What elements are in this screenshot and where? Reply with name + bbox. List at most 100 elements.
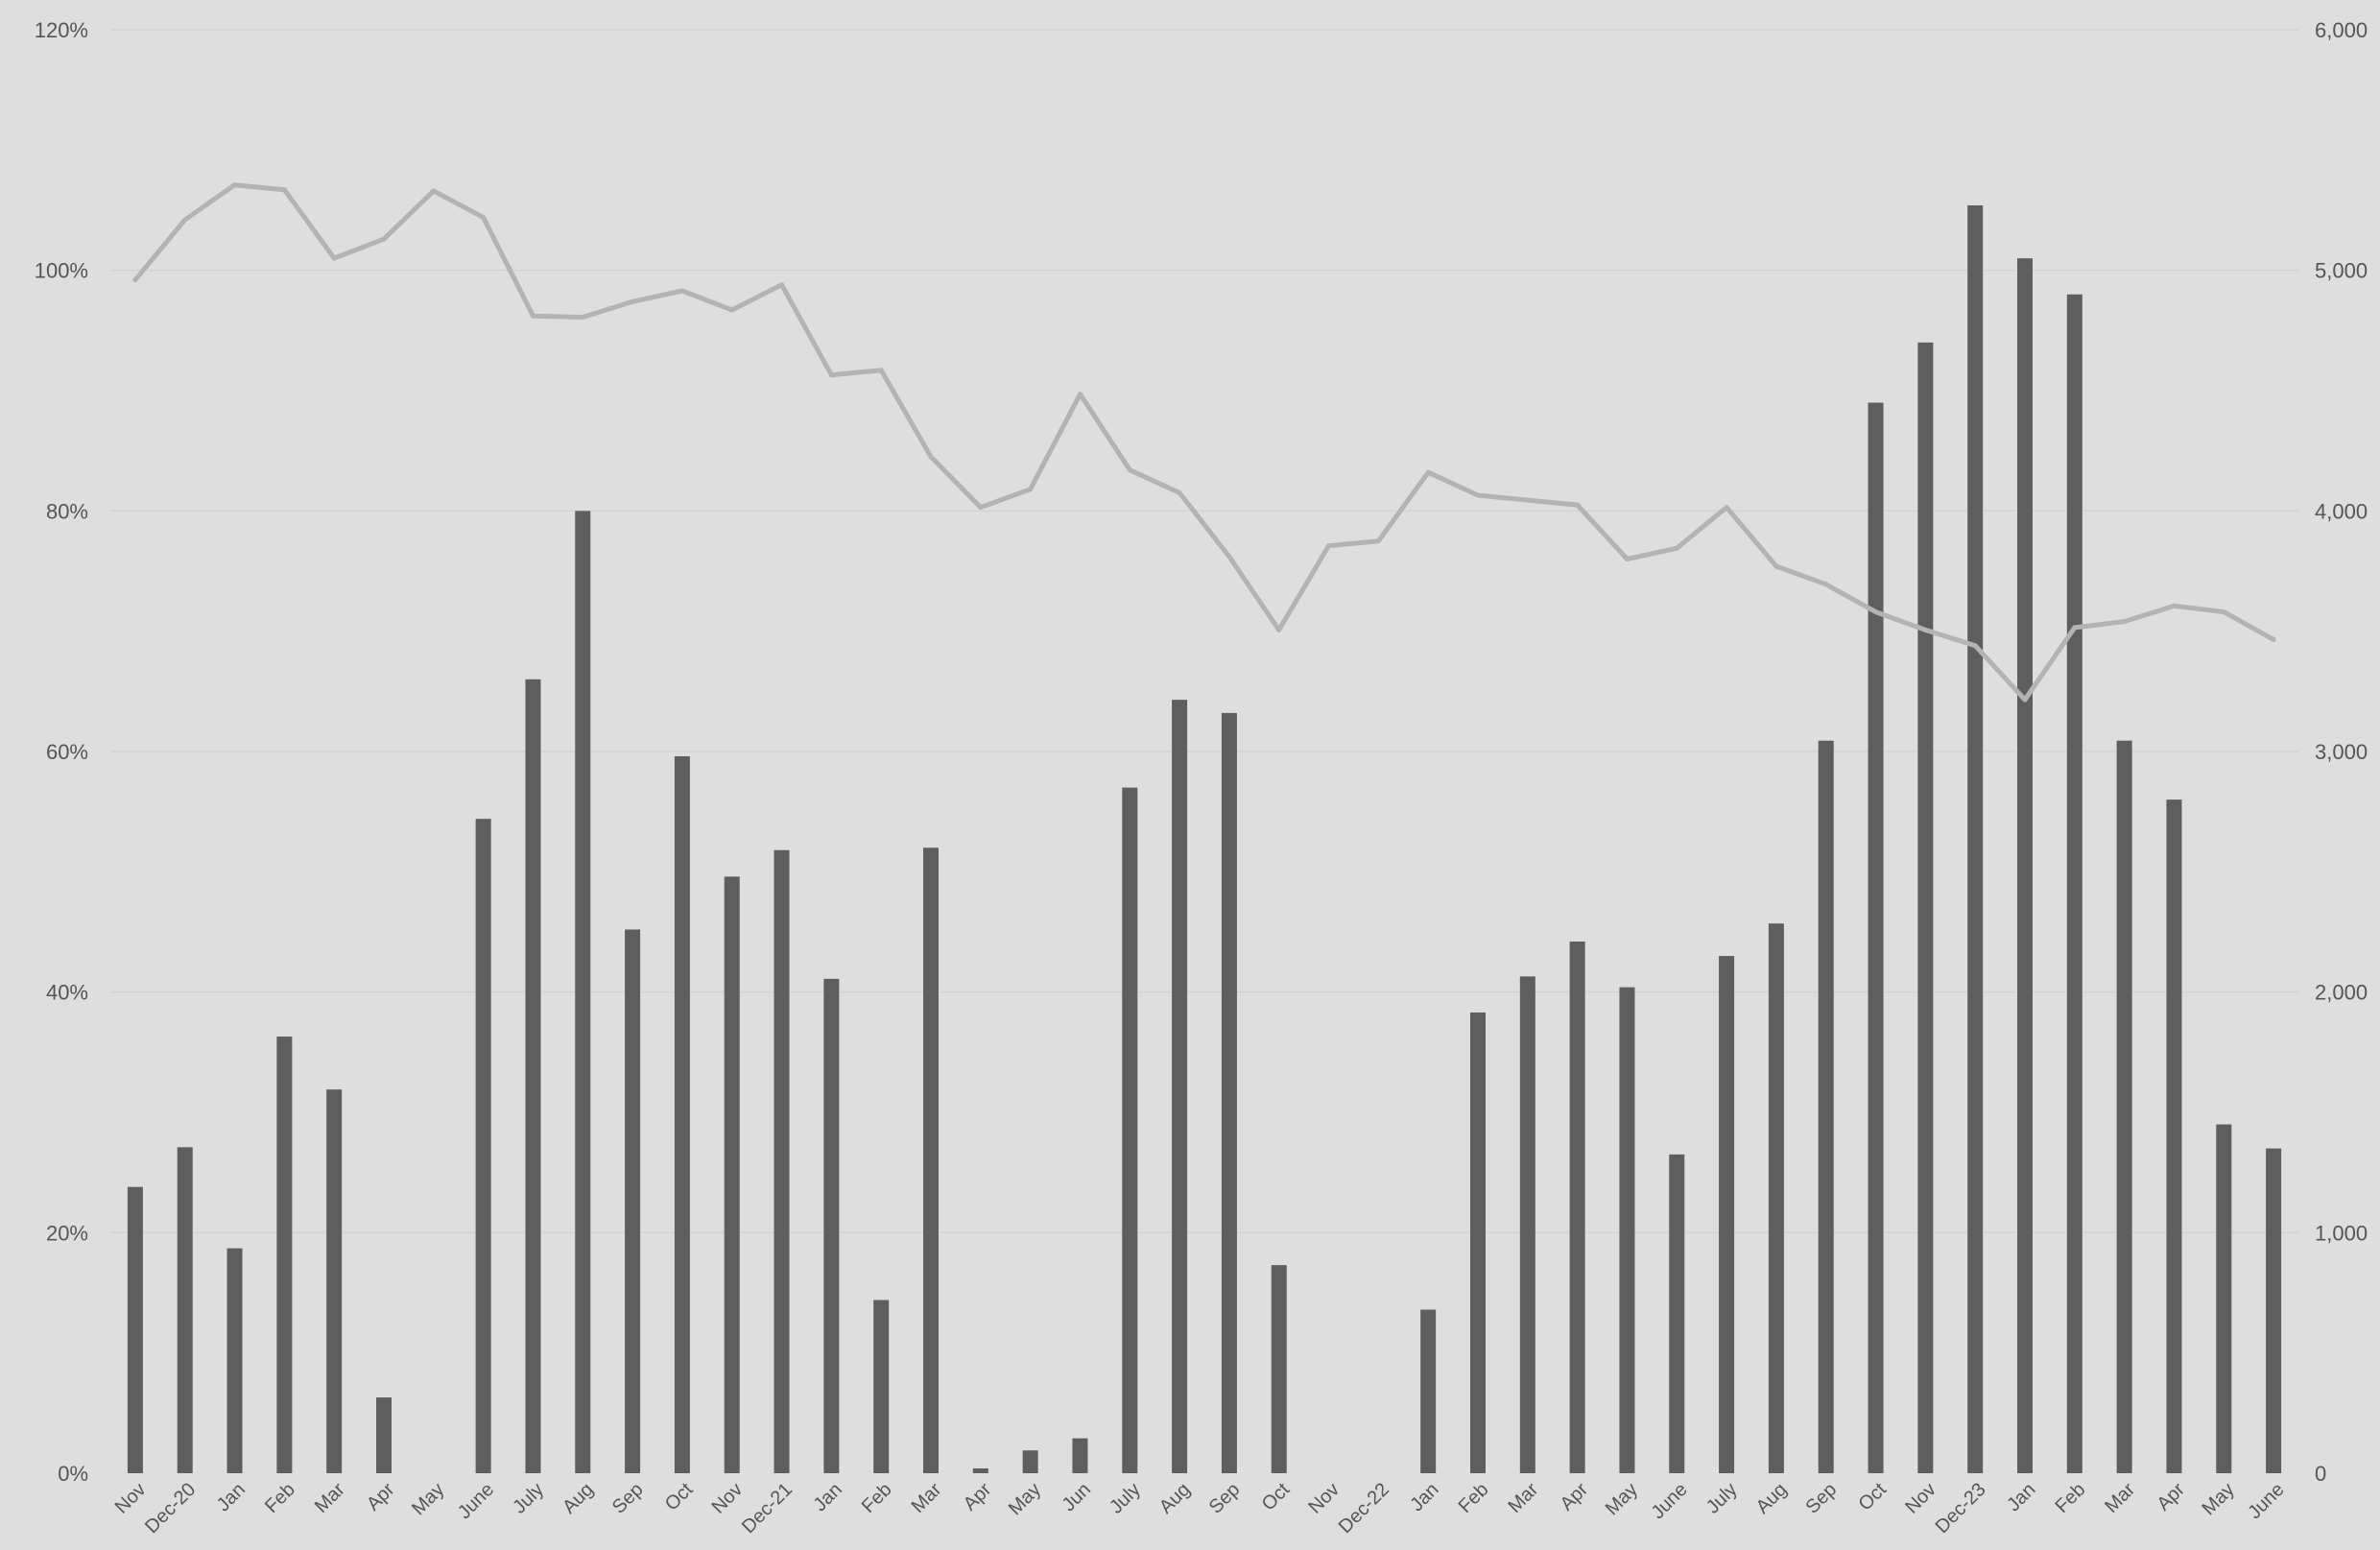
line-point <box>1326 543 1332 549</box>
right-axis-tick-label: 6,000 <box>2315 18 2368 42</box>
x-axis-tick-label: May <box>1602 1479 1642 1519</box>
x-axis-tick-label: Jan <box>213 1479 250 1515</box>
line-point <box>1525 497 1531 503</box>
bar <box>674 756 690 1473</box>
line-point <box>381 236 387 242</box>
right-axis-tick-label: 5,000 <box>2315 259 2368 283</box>
line-point <box>978 505 984 511</box>
bar <box>2266 1148 2282 1473</box>
right-axis-tick-label: 0 <box>2315 1462 2326 1486</box>
x-axis-tick-label: June <box>1648 1479 1692 1523</box>
line-point <box>1823 582 1829 587</box>
x-axis-tick-label: Nov <box>1304 1479 1344 1518</box>
x-axis-tick-label: Oct <box>1258 1479 1295 1515</box>
bar <box>1868 402 1884 1473</box>
bar <box>1768 923 1784 1473</box>
line-point <box>1724 505 1729 511</box>
line-point <box>2271 636 2276 642</box>
x-axis-tick-label: July <box>509 1479 548 1518</box>
x-axis-tick-label: May <box>2199 1479 2239 1519</box>
bar <box>475 819 491 1473</box>
line-point <box>1624 556 1630 561</box>
x-axis-tick-label: Feb <box>1455 1479 1493 1517</box>
x-axis-tick-label: Aug <box>559 1479 598 1518</box>
bar <box>1719 956 1735 1473</box>
x-axis-tick-label: Nov <box>1901 1479 1940 1518</box>
x-axis-tick-label: Sep <box>1205 1479 1245 1518</box>
x-axis-tick-label: May <box>408 1479 448 1519</box>
left-axis-tick-label: 60% <box>46 740 88 764</box>
line-point <box>1575 502 1581 508</box>
x-axis-tick-label: Apr <box>960 1479 996 1515</box>
line-point <box>729 307 735 313</box>
bar <box>127 1186 143 1473</box>
x-axis-tick-label: Sep <box>1802 1479 1842 1518</box>
line-point <box>1425 469 1431 475</box>
bar <box>1122 787 1138 1473</box>
right-axis-tick-label: 2,000 <box>2315 981 2368 1005</box>
x-axis-tick-label: Dec-20 <box>141 1479 200 1538</box>
line-point <box>182 217 188 223</box>
line-point <box>1226 554 1232 560</box>
line-point <box>1028 487 1034 492</box>
line-point <box>132 277 138 283</box>
x-axis-tick-label: Apr <box>363 1479 399 1515</box>
line-series <box>132 182 2276 703</box>
line-point <box>2221 609 2226 615</box>
bar <box>1271 1265 1287 1473</box>
bar <box>1519 976 1535 1473</box>
x-axis-tick-label: Aug <box>1752 1479 1792 1518</box>
bar <box>1172 700 1188 1473</box>
line-point <box>2171 603 2177 608</box>
bar <box>326 1089 343 1473</box>
x-axis-tick-label: Mar <box>2101 1479 2139 1517</box>
bar <box>276 1037 293 1473</box>
bar <box>1569 942 1585 1473</box>
bar <box>972 1467 988 1473</box>
bar <box>1619 987 1635 1473</box>
line-point <box>1773 563 1779 569</box>
right-axis-ticks: 0 1,000 2,000 3,000 4,000 5,000 6,000 <box>2315 18 2368 1486</box>
bar <box>177 1147 193 1473</box>
line-point <box>530 313 536 319</box>
bar <box>724 876 740 1473</box>
bar <box>1221 712 1237 1473</box>
x-axis-tick-label: Aug <box>1155 1479 1195 1518</box>
x-axis-tick-label: Feb <box>261 1479 299 1517</box>
x-axis-tick-label: Dec-21 <box>738 1479 797 1538</box>
line-point <box>1276 627 1282 632</box>
bar <box>1669 1154 1685 1473</box>
bar <box>2116 740 2132 1473</box>
line-point <box>928 454 934 460</box>
x-axis-tick-label: Mar <box>908 1479 946 1517</box>
line-point <box>481 215 487 221</box>
x-axis-tick-label: Jan <box>2003 1479 2039 1515</box>
bar <box>1022 1450 1038 1473</box>
series-line <box>132 182 2276 703</box>
bar <box>575 511 591 1473</box>
x-axis-tick-label: Feb <box>858 1479 896 1517</box>
line-point <box>580 315 585 321</box>
x-axis-tick-label: Nov <box>708 1479 748 1518</box>
line-point <box>779 282 785 288</box>
line-point <box>1922 627 1928 632</box>
bar <box>226 1248 243 1473</box>
line-point <box>1177 490 1182 496</box>
left-axis-tick-label: 0% <box>58 1462 88 1486</box>
left-axis-tick-label: 100% <box>35 259 88 283</box>
x-axis-tick-label: Dec-22 <box>1335 1479 1393 1538</box>
bar <box>823 978 840 1473</box>
gridlines <box>110 29 2298 1234</box>
x-axis-tick-label: Nov <box>111 1479 151 1518</box>
bar <box>1470 1012 1486 1473</box>
bar <box>2216 1124 2232 1473</box>
left-axis-ticks: 0% 20% 40% 60% 80% 100% 120% <box>35 18 88 1486</box>
bar <box>923 847 939 1473</box>
x-axis-tick-label: Sep <box>608 1479 648 1518</box>
left-axis-tick-label: 80% <box>46 499 88 523</box>
line-point <box>281 187 287 193</box>
bar <box>376 1397 392 1473</box>
left-axis-tick-label: 20% <box>46 1221 88 1245</box>
bar <box>2017 258 2033 1474</box>
